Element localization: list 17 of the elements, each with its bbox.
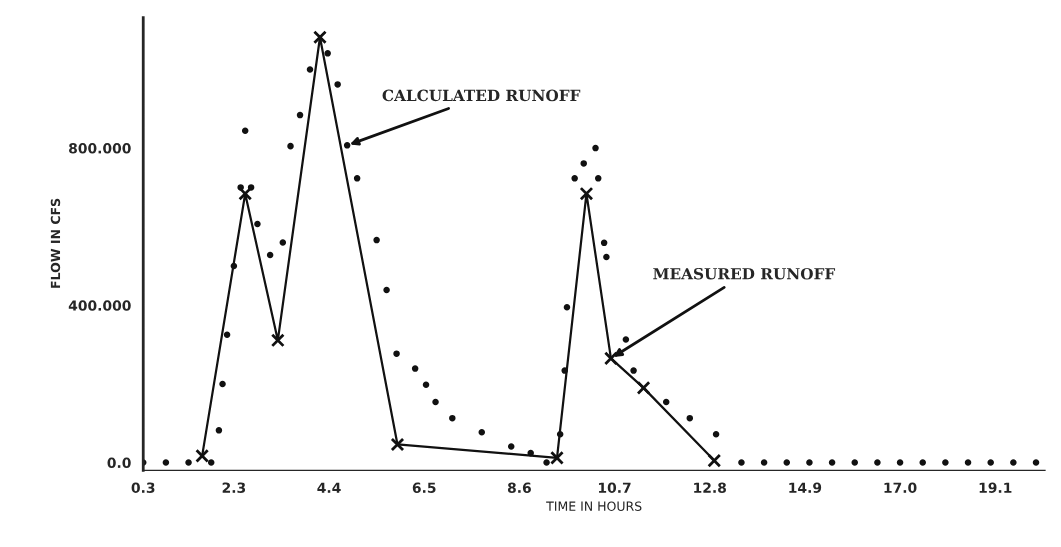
y-tick-label: 0.0 bbox=[107, 457, 131, 469]
x-tick-label: 14.9 bbox=[789, 482, 822, 493]
x-tick-label: 17.0 bbox=[884, 482, 917, 493]
x-tick-label: 8.6 bbox=[507, 482, 531, 493]
y-tick-label: 800.000 bbox=[69, 143, 131, 154]
x-tick-label: 6.5 bbox=[412, 482, 436, 493]
annotation: CALCULATED RUNOFF bbox=[382, 89, 581, 102]
x-tick-label: 10.7 bbox=[598, 482, 631, 493]
x-tick-label: 12.8 bbox=[694, 482, 726, 493]
x-tick-label: 2.3 bbox=[222, 482, 246, 493]
x-axis-title: TIME IN HOURS bbox=[546, 501, 642, 511]
y-tick-label: 400.000 bbox=[68, 300, 131, 311]
annotation: MEASURED RUNOFF bbox=[653, 267, 836, 280]
x-tick-label: 4.4 bbox=[317, 482, 341, 493]
x-tick-label: 19.1 bbox=[979, 482, 1012, 493]
x-tick-label: 0.3 bbox=[131, 482, 155, 493]
y-axis-title: FLOW IN CFS bbox=[50, 198, 61, 288]
